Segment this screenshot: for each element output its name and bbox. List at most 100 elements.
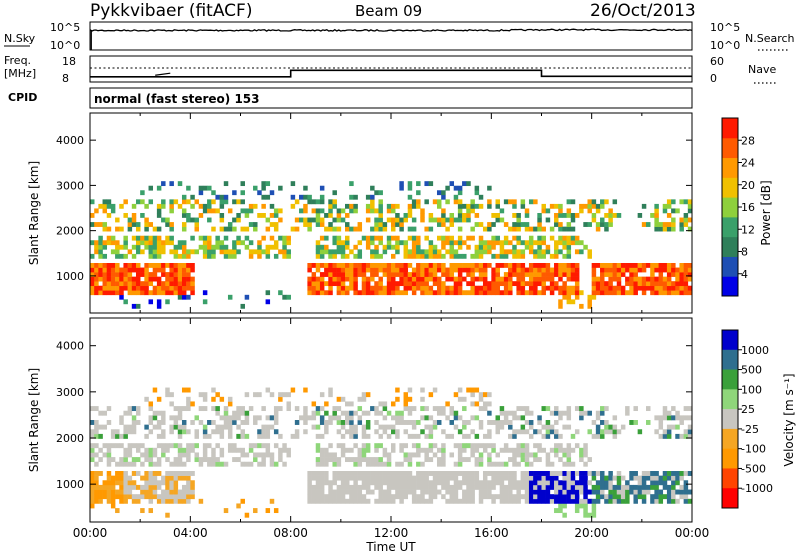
velocity-cell [115, 433, 120, 439]
velocity-cell [177, 494, 183, 500]
power-cell [152, 285, 158, 291]
power-cell [90, 267, 95, 273]
velocity-cell [165, 447, 170, 453]
velocity-cell [612, 484, 618, 490]
power-cell [554, 222, 559, 227]
velocity-cell [90, 471, 95, 476]
velocity-cell [102, 484, 108, 490]
velocity-cell [391, 475, 396, 481]
velocity-cell [683, 489, 689, 495]
power-cell [424, 272, 429, 277]
velocity-cell [181, 471, 187, 476]
power-cell [541, 253, 546, 259]
velocity-cell [533, 498, 538, 504]
velocity-cell [411, 489, 417, 495]
power-cell [641, 290, 647, 296]
power-cell [407, 249, 413, 255]
velocity-cell [144, 424, 149, 430]
velocity-cell [462, 471, 467, 476]
power-cell [391, 222, 396, 227]
velocity-cell [319, 498, 325, 504]
power-cell [666, 263, 672, 268]
velocity-cell [211, 461, 216, 467]
power-cell [641, 267, 647, 273]
power-cell [361, 285, 367, 291]
power-cell [462, 276, 467, 282]
velocity-cell [102, 480, 108, 486]
power-cell [646, 281, 651, 287]
power-cell [382, 263, 388, 268]
power-cell [541, 203, 546, 209]
velocity-cell [349, 415, 354, 421]
velocity-cell [332, 406, 337, 412]
velocity-cell [436, 406, 442, 412]
velocity-cell [420, 494, 425, 500]
velocity-cell [123, 484, 128, 490]
velocity-cell [399, 461, 404, 467]
power-cell [562, 294, 567, 300]
power-cell [457, 290, 463, 296]
velocity-cell [428, 447, 434, 453]
power-cell [324, 244, 329, 250]
velocity-cell [211, 457, 216, 463]
velocity-cell [587, 429, 592, 435]
power-cell [365, 208, 371, 214]
velocity-cell [324, 475, 329, 481]
power-cell [520, 203, 526, 209]
velocity-cell [340, 498, 346, 504]
velocity-cell [416, 498, 421, 504]
power-cell [470, 281, 475, 287]
velocity-cell [336, 489, 342, 495]
power-cell [662, 281, 668, 287]
velocity-cell [349, 489, 354, 495]
velocity-cell [537, 457, 542, 463]
velocity-cell [156, 484, 162, 490]
power-cell [675, 272, 680, 277]
velocity-cell [654, 475, 659, 481]
velocity-cell [516, 429, 521, 435]
power-cell [181, 222, 187, 227]
velocity-cell [482, 392, 488, 398]
power-cell [110, 203, 116, 209]
velocity-cell [123, 461, 128, 467]
power-cell [165, 281, 170, 287]
velocity-cell [332, 480, 337, 486]
power-cell [616, 276, 622, 282]
power-cell [110, 235, 116, 241]
velocity-colorbar-swatch [722, 468, 738, 489]
power-cell [391, 217, 396, 223]
velocity-cell [574, 494, 580, 500]
velocity-cell [646, 420, 651, 425]
velocity-cell [675, 424, 680, 430]
velocity-cell [478, 494, 484, 500]
power-cell [478, 285, 484, 291]
power-cell [349, 272, 354, 277]
velocity-cell [127, 447, 133, 453]
power-cell [671, 199, 676, 205]
date-title: 26/Oct/2013 [590, 1, 696, 21]
velocity-cell [545, 494, 551, 500]
velocity-cell [424, 457, 429, 463]
velocity-cell [227, 415, 233, 421]
velocity-cell [110, 498, 116, 504]
power-cell [361, 272, 367, 277]
power-cell [332, 203, 337, 209]
power-cell [374, 190, 379, 196]
velocity-cell [583, 471, 588, 476]
power-cell [591, 217, 597, 223]
power-cell [307, 226, 312, 232]
power-cell [524, 267, 530, 273]
power-cell [395, 249, 400, 255]
power-cell [403, 285, 409, 291]
velocity-cell [508, 447, 513, 453]
power-cell [382, 249, 388, 255]
power-cell [595, 263, 601, 268]
velocity-cell [391, 447, 396, 453]
power-cell [441, 290, 446, 296]
velocity-cell [474, 415, 480, 421]
velocity-cell [345, 489, 350, 495]
velocity-cell [161, 433, 166, 439]
power-cell [131, 276, 137, 282]
power-cell [365, 276, 371, 282]
power-cell [554, 281, 559, 287]
